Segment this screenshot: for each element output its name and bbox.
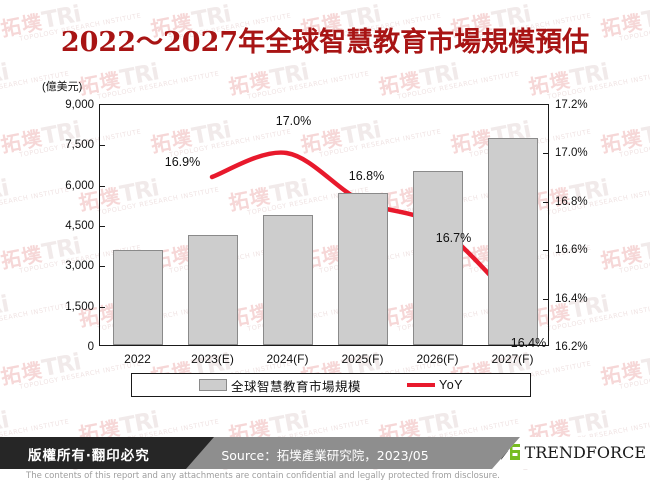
footer-source: Source：拓墣產業研究院，2023/05 xyxy=(221,448,429,463)
y-axis-tick-mark xyxy=(100,306,105,308)
y2-axis-tick-mark xyxy=(543,250,548,252)
y-axis-tick-label: 6,000 xyxy=(65,179,94,192)
x-axis-tick-label: 2026(F) xyxy=(416,352,459,366)
legend-bar-label: 全球智慧教育市場規模 xyxy=(231,378,362,394)
chart-legend: 全球智慧教育市場規模 YoY xyxy=(131,373,531,397)
bar-2026(F)[interactable] xyxy=(412,171,463,345)
y2-axis-tick-label: 17.0% xyxy=(555,147,588,160)
x-axis-tick-label: 2022 xyxy=(124,352,151,366)
x-axis-tick-label: 2025(F) xyxy=(341,352,384,366)
trendforce-logo: TRENDFORCE xyxy=(498,442,646,462)
yoy-line-series xyxy=(209,150,513,300)
bar-2027(F)[interactable] xyxy=(487,137,538,345)
footer-copyright: 版權所有‧翻印必究 xyxy=(28,448,150,464)
yoy-data-label: 16.7% xyxy=(435,231,472,245)
footer: Source：拓墣產業研究院，2023/05 版權所有‧翻印必究 TRENDFO… xyxy=(0,437,650,485)
page-title: 2022～2027年全球智慧教育市場規模預估 xyxy=(60,27,590,58)
legend-line-label: YoY xyxy=(439,378,463,392)
legend-item-bar[interactable]: 全球智慧教育市場規模 xyxy=(199,376,361,395)
y-axis-tick-mark xyxy=(100,185,105,187)
bar-2024(F)[interactable] xyxy=(262,215,313,345)
footer-disclaimer: The contents of this report and any atta… xyxy=(26,471,500,481)
y-axis-tick-label: 4,500 xyxy=(65,220,94,232)
y-axis-tick-label: 3,000 xyxy=(65,260,94,273)
bar-2023(E)[interactable] xyxy=(187,235,238,345)
y2-axis-tick-label: 16.8% xyxy=(555,195,588,208)
plot-area: 0 1,500 3,000 4,500 6,000 7,500 9,000 16.2% 16.4… xyxy=(65,99,587,366)
x-axis-tick-label: 2023(E) xyxy=(191,352,234,366)
y2-axis-tick-mark xyxy=(543,298,548,300)
yoy-data-label: 16.4% xyxy=(510,335,547,350)
y-axis-tick-mark xyxy=(100,266,105,268)
x-axis-tick-label: 2027(F) xyxy=(491,352,534,366)
yoy-data-label: 16.8% xyxy=(348,168,385,183)
y2-axis-tick-mark xyxy=(543,201,548,203)
y2-axis-tick-label: 16.4% xyxy=(555,292,588,305)
y-axis-tick-label: 1,500 xyxy=(65,300,94,313)
x-axis-tick-label: 2024(F) xyxy=(266,352,309,366)
yoy-data-label: 16.9% xyxy=(164,154,201,169)
y-axis-tick-label: 9,000 xyxy=(65,99,94,111)
y2-axis-tick-label: 16.6% xyxy=(555,244,588,257)
bar-2025(F)[interactable] xyxy=(337,193,388,345)
yoy-data-label: 17.0% xyxy=(275,114,312,129)
chart-area: (億美元) 0 1,500 3,000 4,500 6,000 7,500 9,000 16.… xyxy=(0,78,650,378)
legend-item-line[interactable]: YoY xyxy=(407,378,463,392)
y-axis-unit-label: (億美元) xyxy=(42,81,83,93)
legend-line-swatch-icon xyxy=(407,383,436,387)
y-axis-tick-mark xyxy=(100,226,105,227)
legend-bar-swatch-icon xyxy=(199,379,227,391)
y-axis-tick-label: 0 xyxy=(87,341,94,353)
y-axis-tick-label: 7,500 xyxy=(65,139,94,152)
bar-2022[interactable] xyxy=(112,250,163,345)
y2-axis-tick-label: 17.2% xyxy=(555,99,588,111)
y2-axis-tick-label: 16.2% xyxy=(555,341,588,353)
trendforce-wordmark: TRENDFORCE xyxy=(524,442,646,462)
y-axis-tick-mark xyxy=(100,145,105,147)
footer-black-bar xyxy=(0,437,214,469)
y2-axis-tick-mark xyxy=(543,153,548,155)
